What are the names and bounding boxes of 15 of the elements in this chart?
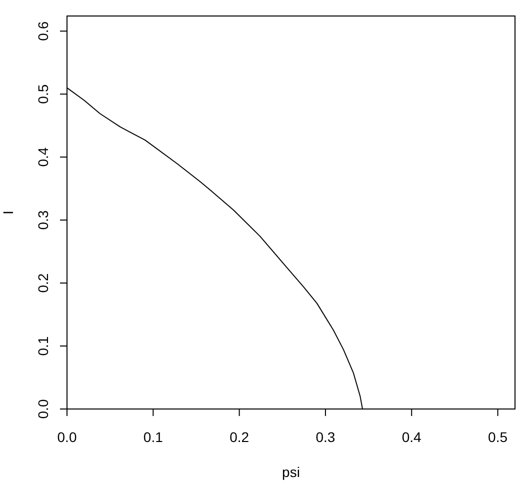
y-tick-label: 0.5 — [35, 84, 51, 104]
x-axis-title: psi — [282, 464, 300, 480]
x-tick-label: 0.1 — [143, 429, 164, 445]
y-axis-title: I — [0, 210, 16, 214]
x-tick-label: 0.5 — [488, 429, 508, 445]
y-tick-label: 0.6 — [35, 21, 51, 41]
y-tick-label: 0.2 — [35, 273, 51, 293]
y-tick-label: 0.0 — [35, 399, 51, 419]
y-tick-label: 0.4 — [35, 147, 51, 167]
y-tick-label: 0.1 — [35, 336, 51, 356]
x-tick-label: 0.0 — [57, 429, 77, 445]
x-tick-label: 0.2 — [230, 429, 250, 445]
x-tick-label: 0.4 — [402, 429, 422, 445]
y-tick-label: 0.3 — [35, 210, 51, 230]
x-tick-label: 0.3 — [316, 429, 336, 445]
